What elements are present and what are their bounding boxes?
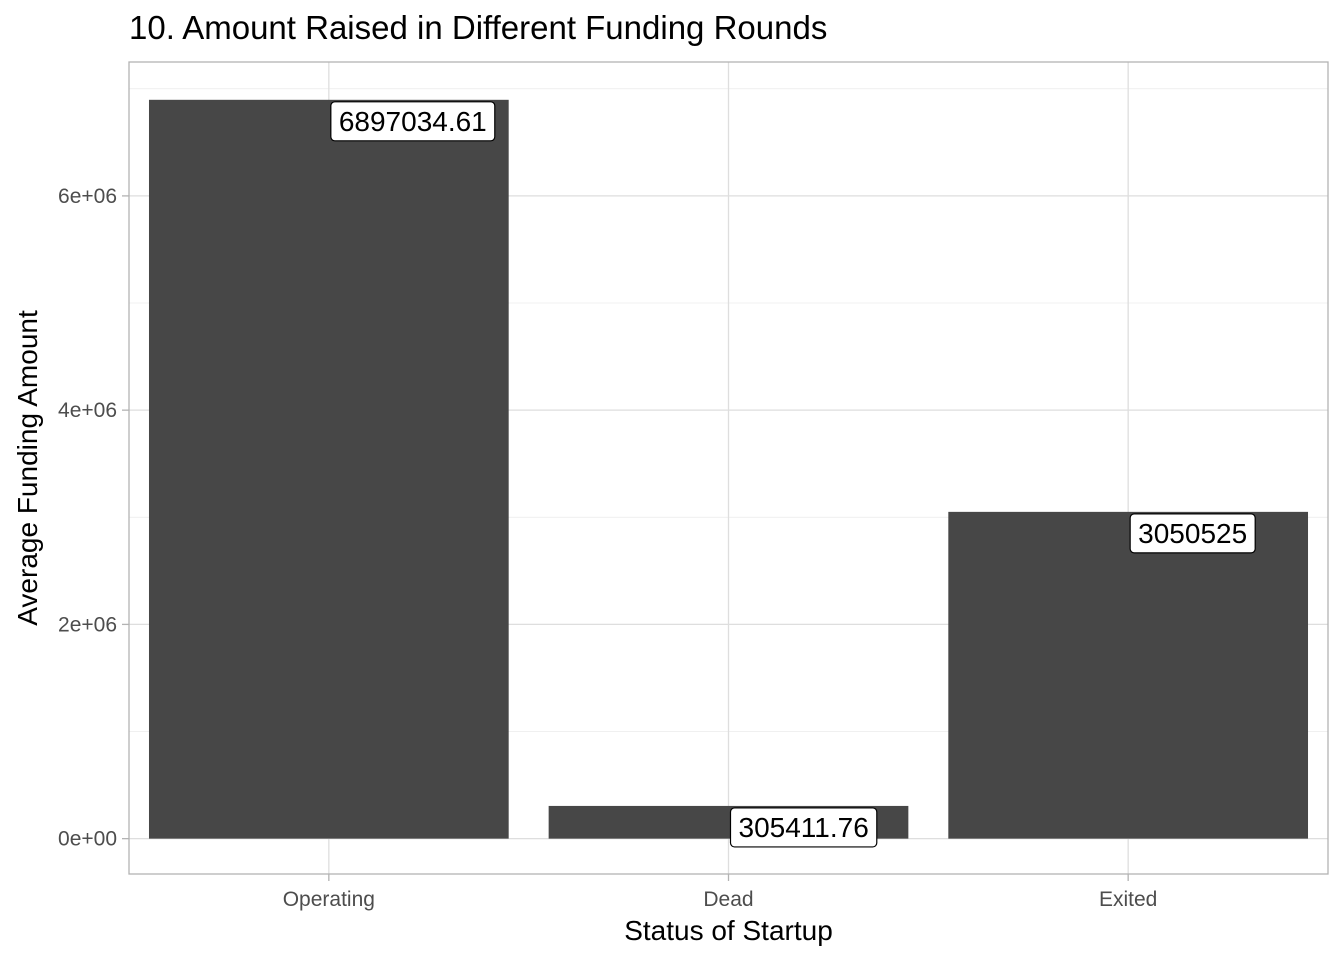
x-tick-label: Dead [703,888,753,911]
bar-exited [948,511,1309,839]
data-label-text: 3050525 [1138,518,1247,549]
y-tick-label: 6e+06 [58,185,117,208]
x-tick-label: Operating [283,888,375,911]
data-label-text: 6897034.61 [339,106,487,137]
data-label: 305411.76 [729,807,878,848]
data-label-box [729,807,878,848]
data-label: 3050525 [1129,513,1256,554]
bars [148,99,1309,839]
x-tick-label: Exited [1099,888,1157,911]
y-axis-title: Average Funding Amount [12,310,43,626]
data-label-box [330,101,496,142]
data-labels: 6897034.61 305411.76 3050525 [330,101,1256,848]
data-label-text: 305411.76 [739,812,869,843]
data-label-box [1129,513,1256,554]
chart-title: 10. Amount Raised in Different Funding R… [129,9,827,46]
data-label: 6897034.61 [330,101,496,142]
bar-operating [148,99,509,839]
x-axis-title: Status of Startup [624,915,833,946]
y-tick-label: 4e+06 [58,399,117,422]
y-tick-label: 2e+06 [58,613,117,636]
axis-ticks: 0e+00 2e+06 4e+06 6e+06 Operating Dead Exited [58,185,1157,911]
y-tick-label: 0e+00 [58,828,117,851]
